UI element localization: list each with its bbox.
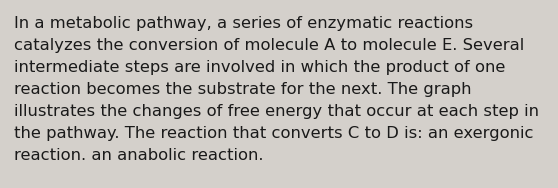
Text: catalyzes the conversion of molecule A to molecule E. Several: catalyzes the conversion of molecule A t… [14,38,525,53]
Text: In a metabolic pathway, a series of enzymatic reactions: In a metabolic pathway, a series of enzy… [14,16,473,31]
Text: reaction. an anabolic reaction.: reaction. an anabolic reaction. [14,148,263,163]
Text: reaction becomes the substrate for the next. The graph: reaction becomes the substrate for the n… [14,82,472,97]
Text: intermediate steps are involved in which the product of one: intermediate steps are involved in which… [14,60,506,75]
Text: illustrates the changes of free energy that occur at each step in: illustrates the changes of free energy t… [14,104,539,119]
Text: the pathway. The reaction that converts C to D is: an exergonic: the pathway. The reaction that converts … [14,126,533,141]
